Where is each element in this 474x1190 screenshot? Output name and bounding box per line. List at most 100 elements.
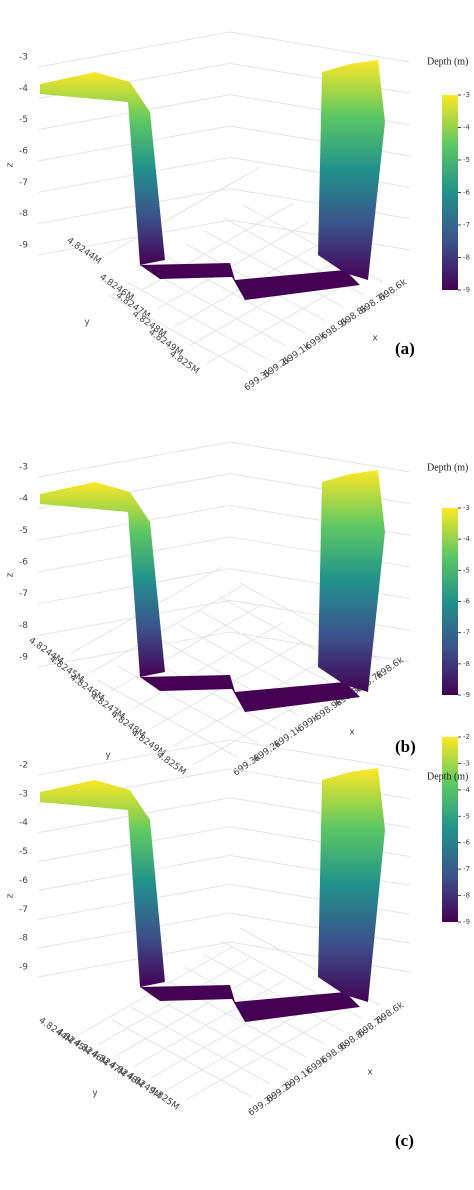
colorbar-title: Depth (m) bbox=[427, 56, 468, 67]
x-axis-title: x bbox=[367, 1068, 373, 1078]
grid-line bbox=[130, 1006, 271, 1085]
z-tick-label: -9 bbox=[19, 241, 28, 251]
grid-line bbox=[37, 441, 231, 478]
z-tick-label: -3 bbox=[19, 53, 28, 63]
grid-line bbox=[168, 1001, 321, 1090]
y-axis-title: y bbox=[84, 318, 90, 328]
colorbar-tick-label: -6 bbox=[463, 598, 471, 606]
grid-line bbox=[111, 1019, 253, 1098]
surface-left-wall bbox=[40, 72, 165, 265]
grid-line bbox=[203, 953, 344, 1032]
colorbar-tick-label: -7 bbox=[463, 865, 470, 873]
z-tick-label: -7 bbox=[19, 589, 28, 599]
grid-line bbox=[37, 31, 231, 68]
z-tick-label: -6 bbox=[19, 147, 28, 157]
surface-right-wall bbox=[318, 768, 385, 1002]
grid-line bbox=[37, 912, 231, 949]
x-axis-title: x bbox=[349, 728, 355, 738]
panel: -2-3-4-5-6-7-8-9z4.8244M4.8245M4.8246M4.… bbox=[6, 733, 471, 1150]
grid-line bbox=[107, 166, 261, 255]
grid-line bbox=[204, 230, 345, 309]
colorbar-tick-label: -5 bbox=[463, 566, 470, 574]
surface-left-wall bbox=[40, 482, 165, 677]
z-tick-label: -7 bbox=[19, 905, 28, 915]
panel-label: (c) bbox=[395, 1131, 414, 1150]
z-tick-label: -5 bbox=[19, 115, 28, 125]
colorbar-tick-label: -6 bbox=[463, 839, 471, 847]
z-tick-label: -4 bbox=[19, 818, 28, 828]
grid-line bbox=[37, 219, 231, 256]
colorbar-tick-label: -9 bbox=[463, 691, 470, 699]
grid-line bbox=[37, 739, 231, 776]
grid-line bbox=[117, 665, 258, 744]
z-tick-label: -6 bbox=[19, 876, 28, 886]
grid-line bbox=[37, 631, 231, 668]
grid-line bbox=[148, 993, 289, 1072]
colorbar-tick-label: -9 bbox=[463, 918, 470, 926]
z-tick-label: -8 bbox=[19, 934, 28, 944]
colorbar-tick-label: -7 bbox=[463, 221, 470, 229]
surface-left-wall bbox=[40, 780, 165, 987]
grid-line bbox=[229, 473, 411, 505]
z-axis-title: z bbox=[6, 162, 16, 167]
colorbar-tick-label: -3 bbox=[463, 759, 470, 767]
surface-right-wall bbox=[318, 470, 385, 692]
y-tick-label: 4.825M bbox=[167, 349, 200, 376]
grid-line bbox=[115, 968, 268, 1057]
grid-line bbox=[229, 31, 411, 63]
z-tick-label: -5 bbox=[19, 526, 28, 536]
colorbar bbox=[442, 508, 458, 695]
colorbar-tick-label: -4 bbox=[463, 535, 471, 543]
colorbar-tick-label: -4 bbox=[463, 786, 471, 794]
colorbar-tick-label: -5 bbox=[463, 812, 470, 820]
z-tick-label: -9 bbox=[19, 963, 28, 973]
grid-line bbox=[37, 188, 231, 225]
z-tick-label: -8 bbox=[19, 621, 28, 631]
grid-line bbox=[229, 739, 411, 771]
z-tick-label: -8 bbox=[19, 209, 28, 219]
x-tick-label: 699.3k bbox=[247, 1092, 279, 1118]
surface-right-wall bbox=[318, 60, 385, 280]
grid-line bbox=[146, 268, 287, 347]
grid-line bbox=[229, 441, 411, 473]
z-tick-label: -7 bbox=[19, 178, 28, 188]
grid-line bbox=[37, 941, 231, 978]
colorbar-tick-label: -3 bbox=[463, 504, 470, 512]
z-tick-label: -3 bbox=[19, 789, 28, 799]
grid-line bbox=[132, 979, 286, 1068]
z-axis-title: z bbox=[6, 893, 16, 898]
colorbar-tick-label: -7 bbox=[463, 629, 470, 637]
panel-label: (a) bbox=[395, 339, 415, 358]
colorbar bbox=[442, 737, 458, 922]
surface-floor bbox=[140, 263, 360, 300]
z-tick-label: -4 bbox=[19, 494, 28, 504]
z-tick-label: -2 bbox=[19, 761, 28, 771]
y-axis-title: y bbox=[92, 1089, 98, 1099]
grid-line bbox=[156, 221, 310, 310]
x-axis-title: x bbox=[372, 334, 378, 344]
colorbar-tick-label: -2 bbox=[463, 733, 470, 741]
z-tick-label: -4 bbox=[19, 84, 28, 94]
y-tick-label: 4.825M bbox=[154, 750, 187, 777]
colorbar-tick-label: -4 bbox=[463, 124, 471, 132]
y-tick-label: 4.825M bbox=[147, 1085, 180, 1112]
grid-line bbox=[97, 957, 250, 1046]
colorbar bbox=[442, 95, 458, 290]
z-tick-label: -9 bbox=[19, 653, 28, 663]
colorbar-tick-label: -6 bbox=[463, 189, 471, 197]
grid-line bbox=[229, 768, 411, 800]
surface-floor bbox=[140, 675, 360, 712]
grid-line bbox=[96, 679, 238, 758]
panel-label: (b) bbox=[395, 737, 416, 756]
grid-line bbox=[127, 281, 268, 360]
z-axis-title: z bbox=[6, 572, 16, 577]
grid-line bbox=[107, 294, 249, 373]
x-tick-label: 699.3k bbox=[243, 367, 275, 393]
z-tick-label: -5 bbox=[19, 847, 28, 857]
colorbar-title: Depth (m) bbox=[427, 771, 468, 782]
surface-floor bbox=[140, 985, 360, 1022]
grid-line bbox=[198, 610, 340, 689]
z-tick-label: -3 bbox=[19, 463, 28, 473]
z-tick-label: -6 bbox=[19, 558, 28, 568]
